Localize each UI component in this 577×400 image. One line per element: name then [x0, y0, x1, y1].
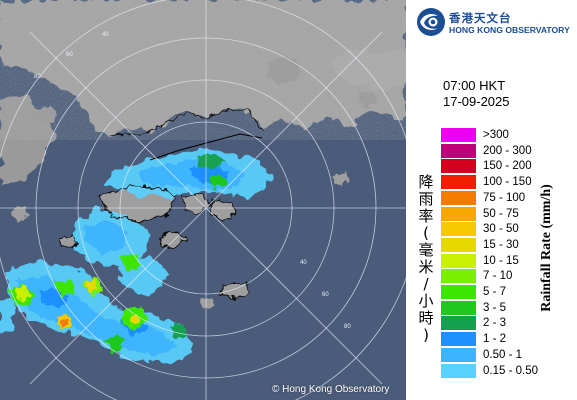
legend-label: 1 - 2	[483, 333, 507, 346]
range-label: 40	[102, 32, 109, 38]
legend-swatch	[441, 206, 476, 221]
logo-text-en: HONG KONG OBSERVATORY	[449, 25, 570, 35]
legend-label: 2 - 3	[483, 317, 507, 330]
legend-item: 50 - 75	[441, 206, 572, 221]
legend-label: 30 - 50	[483, 223, 519, 236]
radar-map-svg: 40 60 80 40 60 80	[0, 0, 406, 400]
hko-logo[interactable]: 香港天文台 HONG KONG OBSERVATORY	[416, 7, 576, 37]
legend-item: >300	[441, 128, 572, 142]
legend-swatch	[441, 175, 476, 190]
legend-swatch	[441, 300, 476, 315]
legend-label: 200 - 300	[483, 144, 532, 157]
legend-title-cn: 降雨率(毫米 / 小時)	[418, 173, 434, 344]
legend-label: 10 - 15	[483, 254, 519, 267]
legend-item: 1 - 2	[441, 332, 572, 347]
legend-swatch	[441, 190, 476, 205]
legend-swatch	[441, 128, 476, 142]
info-panel: 香港天文台 HONG KONG OBSERVATORY 07:00 HKT 17…	[406, 0, 577, 400]
range-label: 80	[344, 324, 351, 330]
legend-item: 15 - 30	[441, 237, 572, 252]
legend-label: 7 - 10	[483, 270, 513, 283]
rainfall-legend: >300 200 - 300 150 - 200 100 - 150 75 - 100 5…	[441, 128, 572, 380]
legend-item: 7 - 10	[441, 269, 572, 284]
legend-item: 0.15 - 0.50	[441, 363, 572, 378]
radar-echo-heavy	[16, 280, 140, 330]
hko-logo-icon	[417, 8, 445, 36]
legend-item: 2 - 3	[441, 316, 572, 331]
legend-swatch	[441, 253, 476, 268]
range-label: 60	[66, 52, 73, 58]
range-label: 60	[322, 292, 329, 298]
boundary-line	[149, 133, 263, 161]
observation-time: 07:00 HKT	[443, 78, 506, 93]
legend-item: 5 - 7	[441, 285, 572, 299]
legend-label: 50 - 75	[483, 207, 519, 220]
legend-item: 200 - 300	[441, 143, 572, 158]
legend-title-en: Rainfall Rate (mm/h)	[539, 184, 554, 312]
legend-label: 150 - 200	[483, 160, 532, 173]
legend-swatch	[441, 269, 476, 284]
range-label: 40	[300, 260, 307, 266]
legend-item: 30 - 50	[441, 222, 572, 237]
legend-label: 100 - 150	[483, 176, 532, 189]
legend-item: 150 - 200	[441, 159, 572, 174]
range-labels: 40 60 80 40 60 80	[34, 32, 351, 330]
radar-map[interactable]: 40 60 80 40 60 80 © Hong Kong Observator…	[0, 0, 406, 400]
range-label: 80	[34, 74, 41, 80]
logo-text-cn: 香港天文台	[449, 11, 512, 25]
range-rings	[0, 0, 406, 400]
observation-date: 17-09-2025	[443, 94, 510, 109]
legend-item: 3 - 5	[441, 300, 572, 315]
legend-swatch	[441, 143, 476, 158]
islands	[10, 56, 378, 310]
copyright-text: © Hong Kong Observatory	[272, 384, 390, 395]
legend-label: 0.50 - 1	[483, 348, 522, 361]
legend-swatch	[441, 332, 476, 347]
legend-item: 75 - 100	[441, 190, 572, 205]
legend-swatch	[441, 347, 476, 362]
legend-label: 0.15 - 0.50	[483, 364, 538, 377]
legend-label: 15 - 30	[483, 238, 519, 251]
legend-item: 100 - 150	[441, 175, 572, 190]
legend-swatch	[441, 316, 476, 331]
legend-swatch	[441, 237, 476, 252]
legend-swatch	[441, 363, 476, 378]
legend-label: 3 - 5	[483, 301, 507, 314]
legend-label: 75 - 100	[483, 191, 526, 204]
legend-item: 0.50 - 1	[441, 347, 572, 362]
legend-label: >300	[483, 129, 509, 141]
legend-item: 10 - 15	[441, 253, 572, 268]
legend-swatch	[441, 285, 476, 299]
legend-label: 5 - 7	[483, 286, 507, 298]
legend-swatch	[441, 159, 476, 174]
legend-swatch	[441, 222, 476, 237]
